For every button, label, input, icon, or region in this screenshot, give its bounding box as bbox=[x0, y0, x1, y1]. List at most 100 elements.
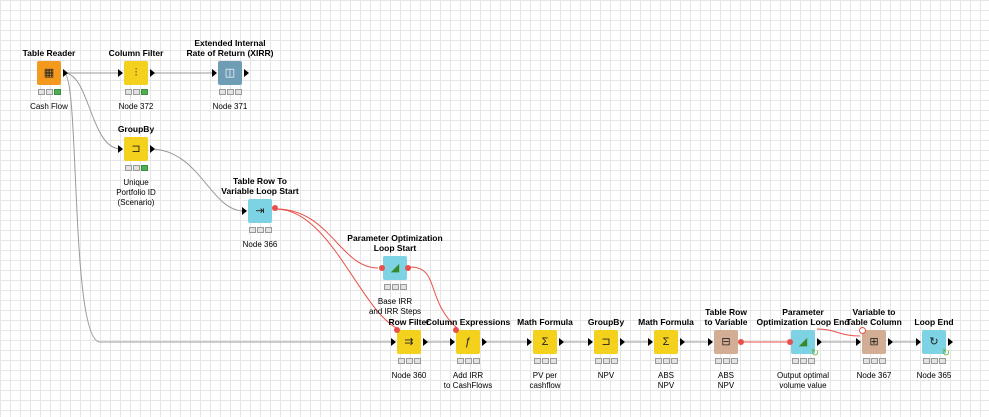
status-lights bbox=[485, 358, 605, 365]
status-light-yellow bbox=[602, 358, 610, 364]
input-port[interactable] bbox=[118, 69, 123, 77]
groupby-icon: ⊐ bbox=[601, 336, 611, 348]
input-port[interactable] bbox=[916, 338, 921, 346]
variable-output-port[interactable] bbox=[272, 205, 278, 211]
node-label[interactable]: Node 365 bbox=[916, 371, 952, 380]
node-icon-box[interactable]: ◢ ↻ bbox=[787, 330, 822, 359]
status-light-red bbox=[456, 358, 464, 364]
status-light-yellow bbox=[870, 358, 878, 364]
node-icon-box[interactable]: ⫶ bbox=[118, 61, 155, 85]
input-port[interactable] bbox=[212, 69, 217, 77]
output-port[interactable] bbox=[888, 338, 893, 346]
output-port[interactable] bbox=[948, 338, 953, 346]
output-port[interactable] bbox=[620, 338, 625, 346]
node-math-formula-abs[interactable]: Math Formula Σ ABS NPV bbox=[606, 317, 726, 391]
input-port[interactable] bbox=[648, 338, 653, 346]
variable-output-port[interactable] bbox=[738, 339, 744, 345]
node-icon-box[interactable]: ◫ bbox=[212, 61, 249, 85]
node-icon-box[interactable]: ◢ bbox=[379, 256, 411, 280]
variable-input-port[interactable] bbox=[394, 327, 400, 333]
status-light-yellow bbox=[256, 227, 264, 233]
variable-input-port[interactable] bbox=[379, 265, 385, 271]
status-light-red bbox=[37, 89, 45, 95]
node-icon-box[interactable]: Σ bbox=[648, 330, 685, 354]
loop-refresh-icon: ↻ bbox=[810, 348, 820, 359]
node-icon-box[interactable]: ⊐ bbox=[118, 137, 155, 161]
node-column-filter[interactable]: Column Filter ⫶ Node 372 bbox=[76, 48, 196, 112]
node-table-row-to-variable-loop-start[interactable]: Table Row To Variable Loop Start ⇥ Node … bbox=[200, 176, 320, 250]
node-icon-box[interactable]: ƒ bbox=[450, 327, 487, 354]
node-loop-end[interactable]: Loop End ↻ ↻ Node 365 bbox=[874, 317, 989, 381]
node-column-expressions[interactable]: Column Expressions ƒ Add IRR to CashFlow… bbox=[408, 317, 528, 391]
output-port[interactable] bbox=[680, 338, 685, 346]
row-filter-icon: ⇉ bbox=[404, 336, 414, 348]
variable-input-port[interactable] bbox=[453, 327, 459, 333]
node-icon-box[interactable]: ⊐ bbox=[588, 330, 625, 354]
node-icon-box[interactable]: ↻ ↻ bbox=[916, 330, 953, 359]
node-label[interactable]: Node 372 bbox=[118, 102, 154, 111]
node-icon-box[interactable]: ⊟ bbox=[708, 330, 744, 354]
input-port[interactable] bbox=[527, 338, 532, 346]
output-port[interactable] bbox=[559, 338, 564, 346]
input-port[interactable] bbox=[588, 338, 593, 346]
input-port[interactable] bbox=[118, 145, 123, 153]
node-icon-box[interactable]: ▦ bbox=[37, 61, 68, 85]
node-label[interactable]: Node 360 bbox=[391, 371, 427, 380]
variable-output-port[interactable] bbox=[405, 265, 411, 271]
status-light-yellow bbox=[132, 165, 140, 171]
node-xirr[interactable]: Extended Internal Rate of Return (XIRR) … bbox=[170, 38, 290, 112]
node-label[interactable]: Node 371 bbox=[212, 102, 248, 111]
output-port[interactable] bbox=[63, 69, 68, 77]
node-icon-box[interactable]: Σ bbox=[527, 330, 564, 354]
input-port[interactable] bbox=[242, 207, 247, 215]
status-light-yellow bbox=[464, 358, 472, 364]
input-port[interactable] bbox=[708, 338, 713, 346]
node-groupby-portfolio[interactable]: GroupBy ⊐ Unique Portfolio ID (Scenario) bbox=[76, 124, 196, 208]
node-label[interactable]: Unique Portfolio ID (Scenario) bbox=[116, 178, 156, 207]
output-port[interactable] bbox=[817, 338, 822, 346]
variable-input-port[interactable] bbox=[787, 339, 793, 345]
node-row-filter[interactable]: Row Filter ⇉ Node 360 bbox=[349, 317, 469, 381]
status-light-yellow bbox=[226, 89, 234, 95]
node-math-formula-pv[interactable]: Math Formula Σ PV per cashflow bbox=[485, 317, 605, 391]
output-port[interactable] bbox=[482, 338, 487, 346]
input-port[interactable] bbox=[856, 338, 861, 346]
node-icon-box[interactable]: ⇉ bbox=[391, 327, 428, 354]
variable-input-port[interactable] bbox=[859, 327, 866, 334]
node-label[interactable]: PV per cashflow bbox=[529, 371, 561, 390]
output-port[interactable] bbox=[423, 338, 428, 346]
status-lights bbox=[335, 284, 455, 291]
node-label[interactable]: Output optimal volume value bbox=[776, 371, 830, 390]
node-label[interactable]: Cash Flow bbox=[30, 102, 68, 111]
node-title: Parameter Optimization Loop End bbox=[756, 307, 850, 327]
node-label[interactable]: ABS NPV bbox=[657, 371, 675, 390]
status-lights bbox=[546, 358, 666, 365]
optimization-icon: ◢ bbox=[390, 262, 400, 274]
node-parameter-optimization-loop-start[interactable]: Parameter Optimization Loop Start ◢ Base… bbox=[335, 233, 455, 317]
node-label[interactable]: Node 367 bbox=[856, 371, 892, 380]
node-label[interactable]: Node 366 bbox=[242, 240, 278, 249]
node-label[interactable]: Add IRR to CashFlows bbox=[443, 371, 493, 390]
status-lights bbox=[606, 358, 726, 365]
node-variable-to-table-column[interactable]: Variable to Table Column ⊞ Node 367 bbox=[814, 307, 934, 381]
input-port[interactable] bbox=[450, 338, 455, 346]
output-port[interactable] bbox=[244, 69, 249, 77]
input-port[interactable] bbox=[391, 338, 396, 346]
node-table-reader[interactable]: Table Reader ▦ Cash Flow bbox=[0, 48, 109, 112]
node-groupby-npv[interactable]: GroupBy ⊐ NPV bbox=[546, 317, 666, 381]
node-parameter-optimization-loop-end[interactable]: Parameter Optimization Loop End ◢ ↻ Outp… bbox=[743, 307, 863, 391]
node-label[interactable]: Base IRR and IRR Steps bbox=[368, 297, 422, 316]
node-label[interactable]: NPV bbox=[597, 371, 615, 380]
output-port[interactable] bbox=[150, 145, 155, 153]
node-label[interactable]: ABS NPV bbox=[717, 371, 735, 390]
node-title: Column Filter bbox=[108, 48, 164, 58]
node-table-row-to-variable[interactable]: Table Row to Variable ⊟ ABS NPV bbox=[666, 307, 786, 391]
status-light-red bbox=[383, 284, 391, 290]
node-icon-box[interactable]: ⊞ bbox=[856, 327, 893, 354]
status-lights bbox=[200, 227, 320, 234]
node-icon-box[interactable]: ⇥ bbox=[242, 199, 278, 223]
status-light-red bbox=[124, 165, 132, 171]
output-port[interactable] bbox=[150, 69, 155, 77]
groupby-icon: ⊐ bbox=[131, 143, 141, 155]
